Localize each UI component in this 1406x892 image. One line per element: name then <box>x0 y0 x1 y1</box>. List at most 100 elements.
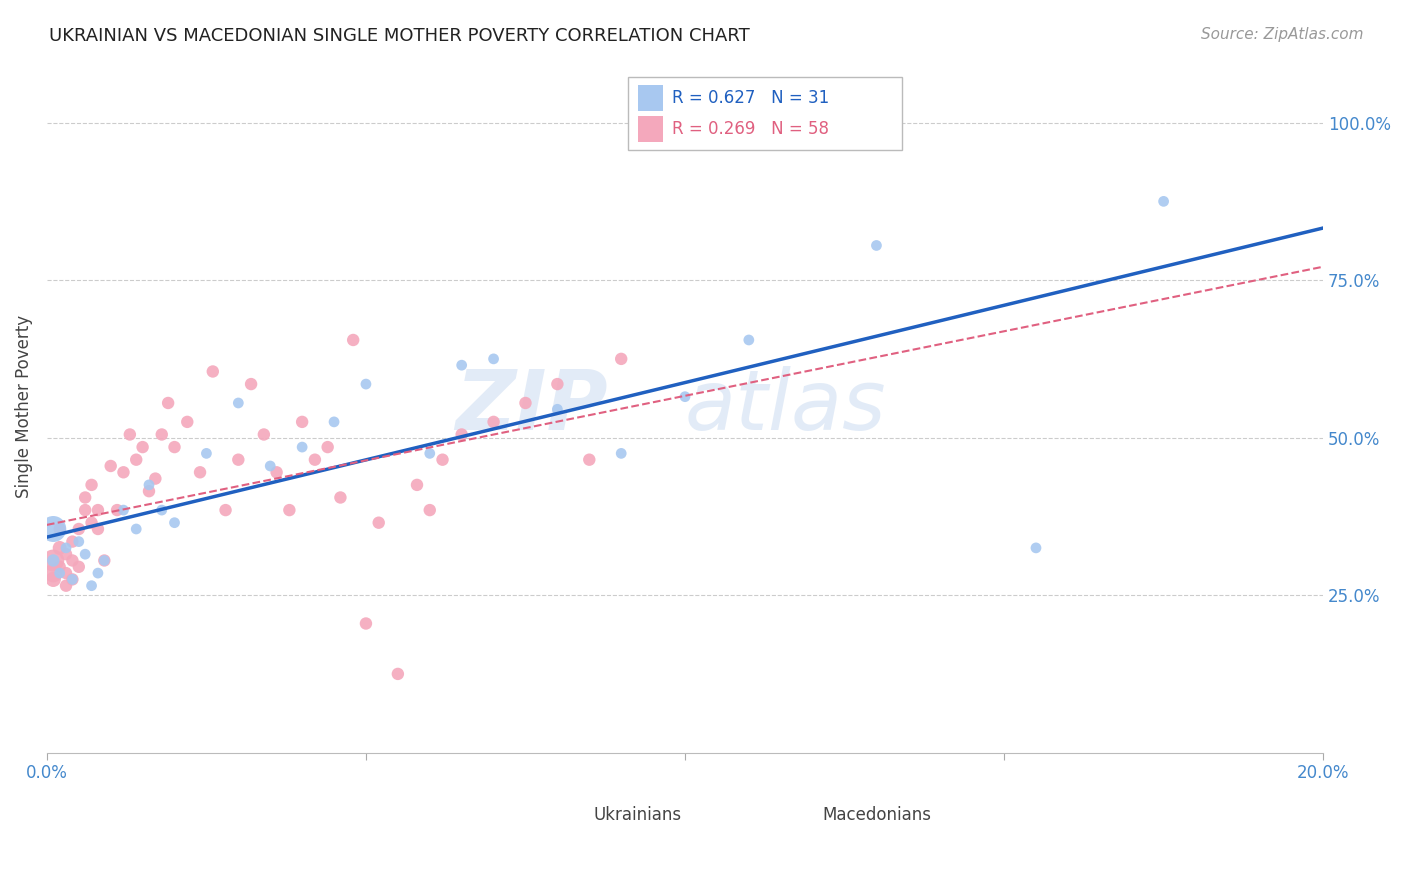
Point <box>145 472 167 486</box>
Point <box>342 333 364 347</box>
Point <box>138 484 160 499</box>
Text: ZIP: ZIP <box>456 366 609 447</box>
Point <box>55 541 77 555</box>
Point <box>131 440 153 454</box>
Point <box>42 573 65 587</box>
Point <box>253 427 276 442</box>
Point <box>112 503 135 517</box>
Text: R = 0.627   N = 31: R = 0.627 N = 31 <box>672 88 830 107</box>
Point <box>42 566 65 580</box>
Point <box>419 446 441 460</box>
Point <box>291 440 314 454</box>
Point <box>42 522 65 536</box>
Bar <box>787 800 815 830</box>
Point <box>125 452 148 467</box>
Text: Source: ZipAtlas.com: Source: ZipAtlas.com <box>1201 27 1364 42</box>
Point <box>482 351 505 366</box>
Point <box>419 503 441 517</box>
Point <box>48 541 70 555</box>
Point <box>1153 194 1175 209</box>
Point <box>42 553 65 567</box>
Point <box>75 503 97 517</box>
Point <box>67 559 90 574</box>
Point <box>316 440 339 454</box>
Point <box>515 396 537 410</box>
Point <box>75 547 97 561</box>
Text: R = 0.269   N = 58: R = 0.269 N = 58 <box>672 120 830 138</box>
Point <box>112 465 135 479</box>
Point <box>329 491 352 505</box>
Point <box>673 390 696 404</box>
Point <box>55 579 77 593</box>
Point <box>1025 541 1047 555</box>
Text: atlas: atlas <box>685 366 887 447</box>
Point <box>354 377 377 392</box>
Point <box>48 559 70 574</box>
Point <box>62 573 84 587</box>
Point <box>93 553 115 567</box>
Point <box>157 396 180 410</box>
Point <box>163 516 186 530</box>
Point <box>354 616 377 631</box>
Point <box>432 452 454 467</box>
Point <box>75 491 97 505</box>
Point <box>62 534 84 549</box>
Point <box>291 415 314 429</box>
Point <box>150 427 173 442</box>
Point <box>304 452 326 467</box>
Point <box>578 452 600 467</box>
Text: Ukrainians: Ukrainians <box>593 806 682 824</box>
Point <box>42 553 65 567</box>
Point <box>150 503 173 517</box>
Point <box>118 427 141 442</box>
Point <box>87 522 110 536</box>
Point <box>367 516 389 530</box>
Point <box>125 522 148 536</box>
Bar <box>557 800 585 830</box>
Point <box>228 452 250 467</box>
Point <box>93 553 115 567</box>
Point <box>266 465 288 479</box>
Point <box>228 396 250 410</box>
Point <box>67 534 90 549</box>
Point <box>67 522 90 536</box>
Point <box>450 427 472 442</box>
Bar <box>638 85 664 111</box>
Point <box>406 478 429 492</box>
Point <box>55 547 77 561</box>
Point <box>201 364 224 378</box>
Point <box>214 503 236 517</box>
Point <box>188 465 211 479</box>
Point <box>62 573 84 587</box>
Text: UKRAINIAN VS MACEDONIAN SINGLE MOTHER POVERTY CORRELATION CHART: UKRAINIAN VS MACEDONIAN SINGLE MOTHER PO… <box>49 27 749 45</box>
Point <box>482 415 505 429</box>
Bar <box>627 77 903 150</box>
Point <box>387 667 409 681</box>
Point <box>48 566 70 580</box>
Point <box>738 333 761 347</box>
Bar <box>638 116 664 142</box>
Point <box>100 458 122 473</box>
Point <box>610 446 633 460</box>
Text: Macedonians: Macedonians <box>823 806 932 824</box>
Point <box>105 503 128 517</box>
Point <box>80 478 103 492</box>
Point <box>546 377 568 392</box>
Point <box>138 478 160 492</box>
Point <box>163 440 186 454</box>
Point <box>55 566 77 580</box>
Point <box>87 566 110 580</box>
Point <box>610 351 633 366</box>
Point <box>450 358 472 372</box>
Point <box>323 415 346 429</box>
Point <box>195 446 218 460</box>
Point <box>87 503 110 517</box>
Point <box>278 503 301 517</box>
Point <box>546 402 568 417</box>
Point <box>259 458 281 473</box>
Point <box>865 238 887 252</box>
Point <box>240 377 263 392</box>
Point <box>80 516 103 530</box>
Point <box>48 522 70 536</box>
Point <box>80 579 103 593</box>
